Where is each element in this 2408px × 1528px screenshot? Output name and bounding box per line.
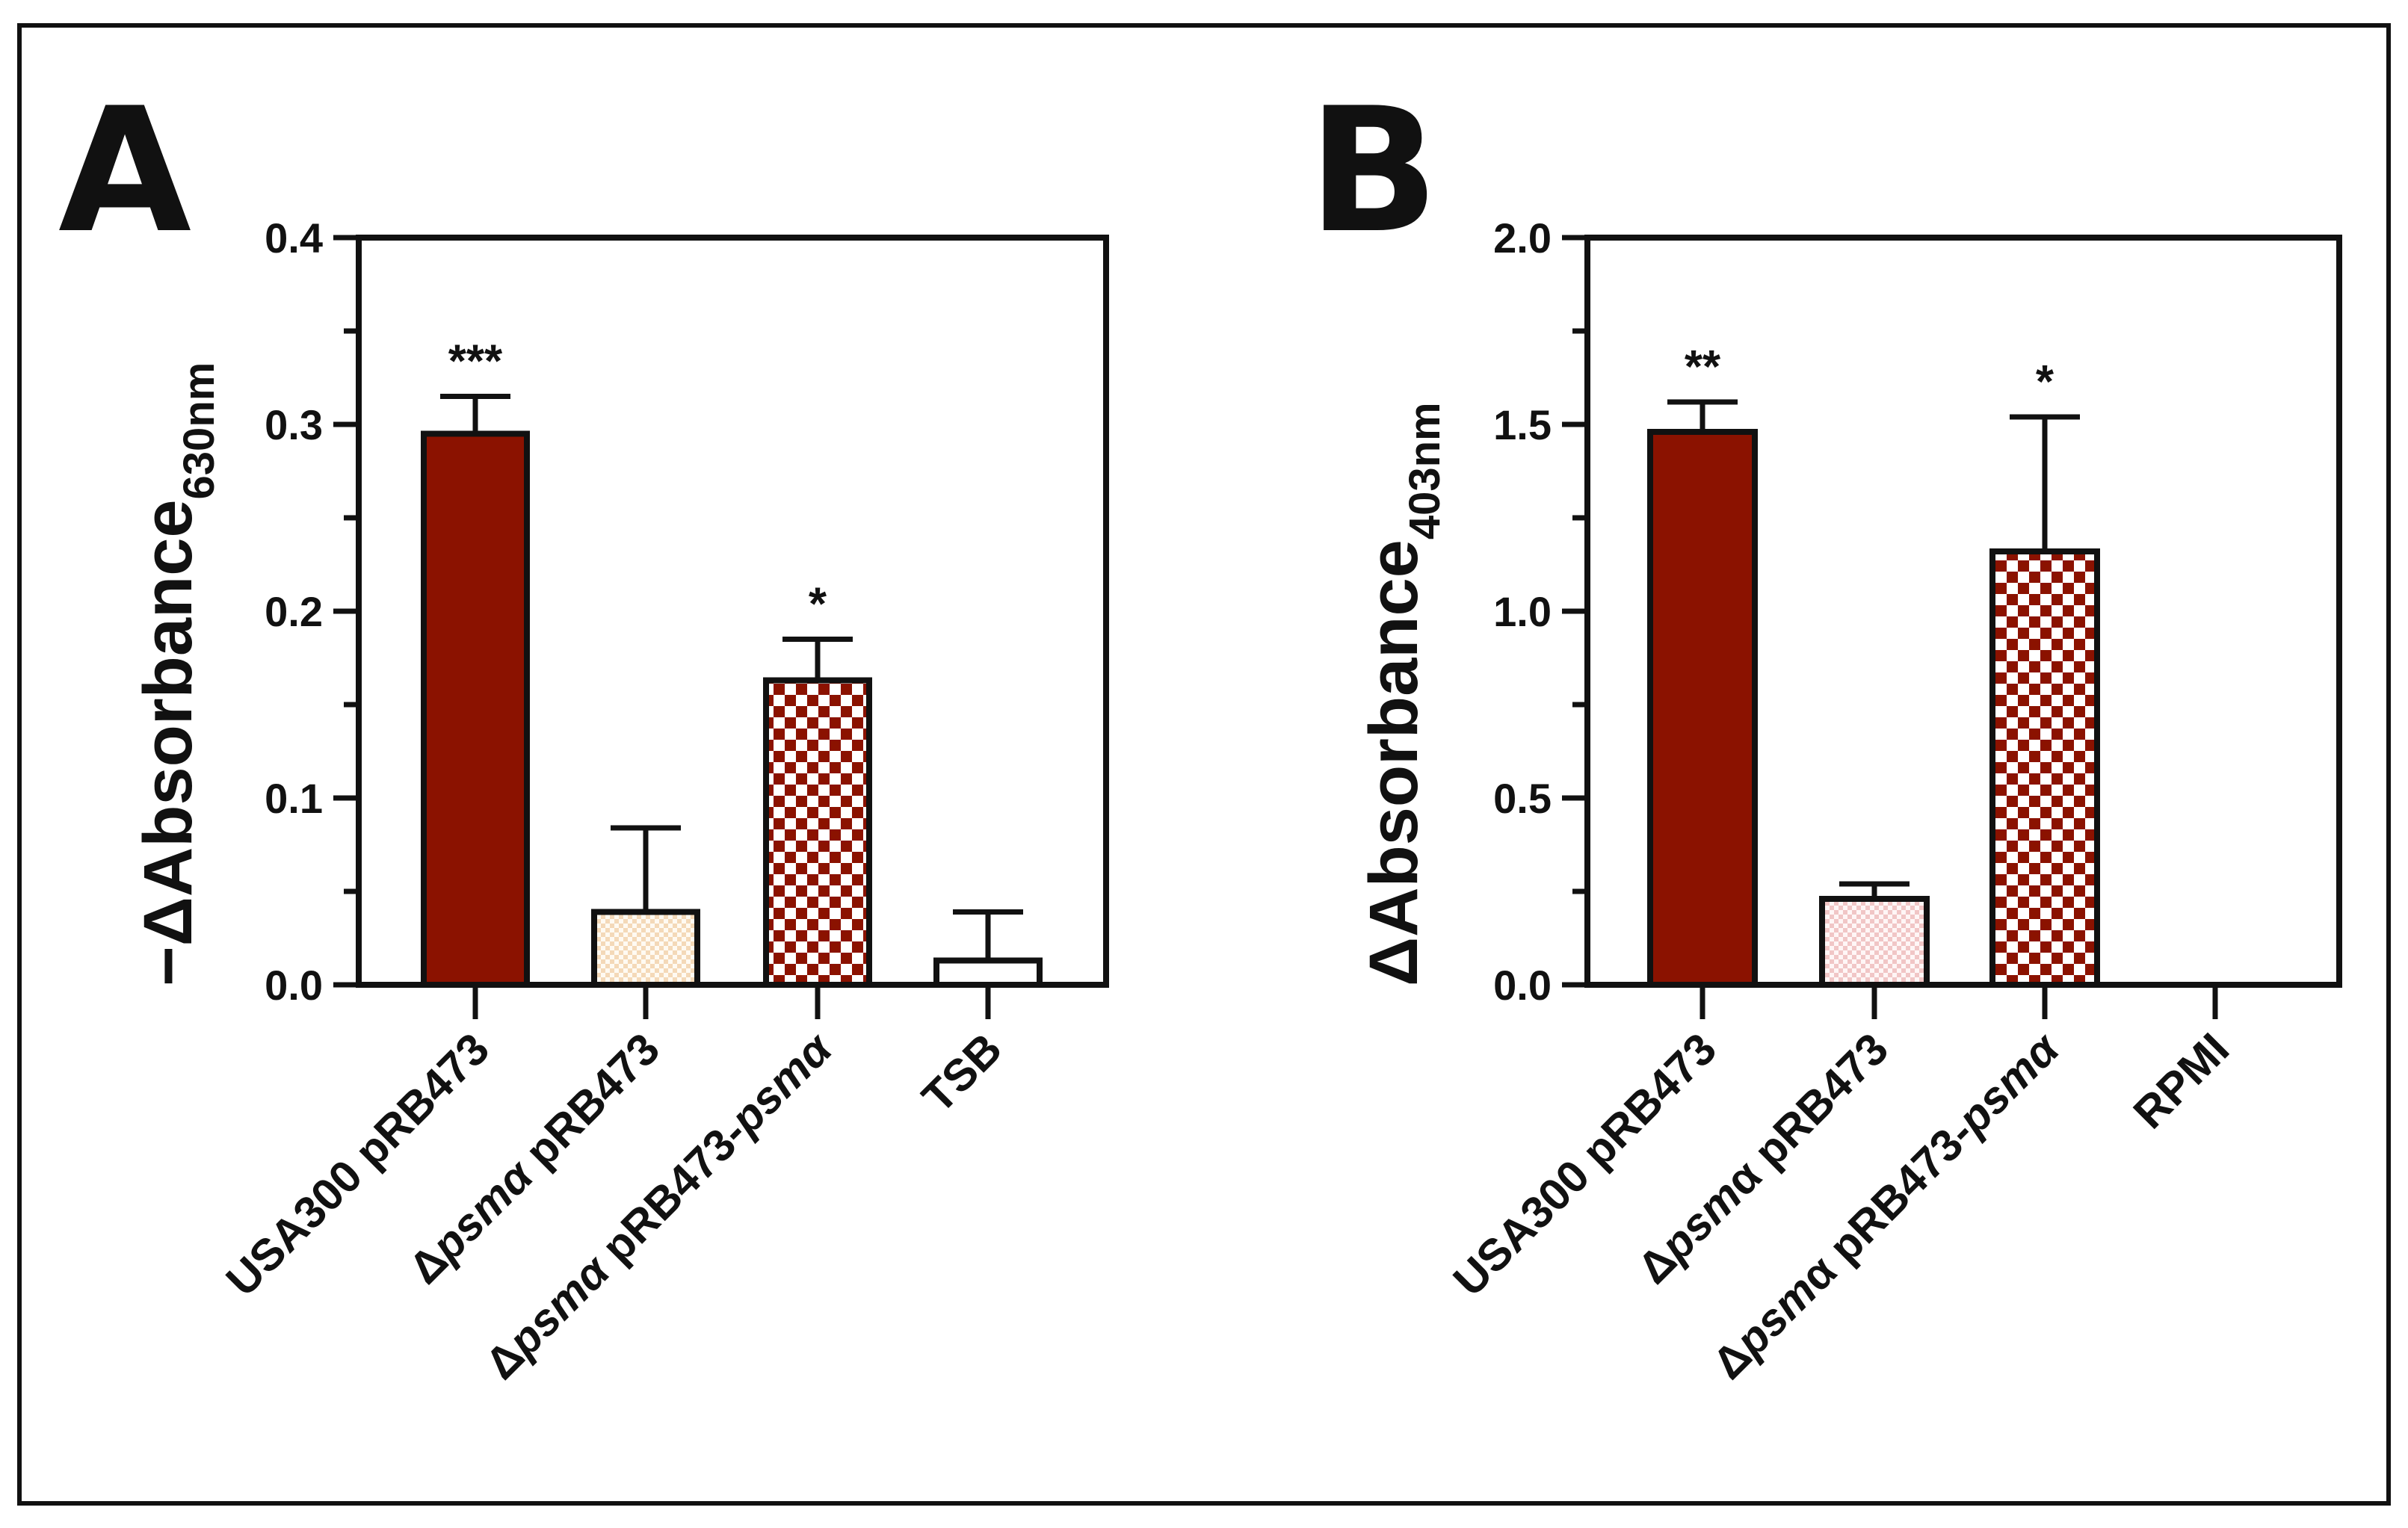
panel-a-y-tick-label: 0.4 [265, 214, 323, 262]
panel-a-significance-3: * [809, 579, 827, 631]
panel-b-letter: B [1308, 72, 1439, 271]
panel-b-significance-1: ** [1685, 341, 1721, 393]
panel-b-y-axis-title: ΔAbsorbance403nm [1356, 402, 1449, 986]
panel-a-plot-frame [356, 235, 1109, 988]
panel-b-significance-3: * [2036, 356, 2054, 408]
panel-a-significance-1: *** [448, 336, 503, 388]
panel-b-bar-2 [1819, 896, 1930, 988]
panel-a-bar-2 [591, 909, 700, 988]
panel-b-y-tick-label: 1.5 [1493, 401, 1552, 448]
panel-a-y-tick-label: 0.3 [265, 401, 323, 448]
panel-a-y-axis-title: −ΔAbsorbance630nm [130, 362, 223, 986]
panel-b-bar-3 [1989, 548, 2100, 988]
panel-b-y-tick-label: 0.0 [1493, 962, 1552, 1009]
panel-a-y-tick-label: 0.2 [265, 588, 323, 635]
panel-b-bar-1 [1647, 429, 1758, 988]
panel-a-y-tick-label: 0.0 [265, 962, 323, 1009]
panel-b-y-tick-label: 1.0 [1493, 588, 1552, 635]
panel-a-letter: A [58, 72, 191, 271]
panel-b-y-tick-label: 2.0 [1493, 214, 1552, 262]
panel-b-plot-frame [1584, 235, 2342, 988]
panel-a-bar-1 [421, 430, 530, 988]
panel-b-y-tick-label: 0.5 [1493, 775, 1552, 822]
panel-a-bar-3 [763, 677, 872, 988]
panel-a-bar-4 [933, 957, 1043, 988]
panel-a-y-tick-label: 0.1 [265, 775, 323, 822]
